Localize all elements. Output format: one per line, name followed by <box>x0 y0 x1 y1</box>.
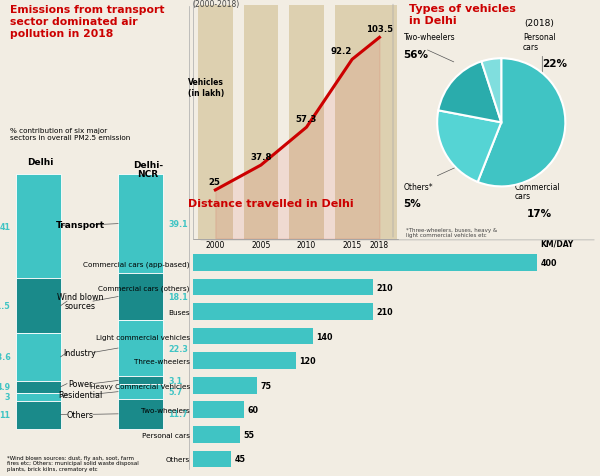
Bar <box>193 402 244 418</box>
Text: Transport: Transport <box>55 221 104 230</box>
Text: 18.1: 18.1 <box>168 292 188 301</box>
Text: Emissions from transport
sector dominated air
pollution in 2018: Emissions from transport sector dominate… <box>10 5 165 39</box>
Bar <box>198 6 233 239</box>
Text: (2018): (2018) <box>525 19 554 28</box>
Text: 56%: 56% <box>404 50 428 60</box>
Text: Vehicles
(in lakh): Vehicles (in lakh) <box>188 78 224 98</box>
Bar <box>244 6 278 239</box>
Text: 41: 41 <box>0 222 10 231</box>
Text: 17%: 17% <box>527 208 552 218</box>
Text: 3.1: 3.1 <box>168 376 182 385</box>
Bar <box>16 381 61 393</box>
Bar <box>193 279 373 296</box>
Text: *Three-wheelers, buses, heavy &
light commercial vehicles etc: *Three-wheelers, buses, heavy & light co… <box>406 227 497 238</box>
Text: 60: 60 <box>248 406 259 415</box>
Text: Commercial
cars: Commercial cars <box>515 182 560 201</box>
Text: Two-wheelers: Two-wheelers <box>404 33 455 42</box>
Bar <box>118 377 163 385</box>
Text: 39.1: 39.1 <box>168 219 188 228</box>
Bar <box>193 451 231 467</box>
Bar <box>16 401 61 429</box>
Text: 45: 45 <box>235 455 246 464</box>
Bar <box>118 274 163 320</box>
Text: 18.6: 18.6 <box>0 353 10 362</box>
Bar <box>118 385 163 399</box>
Text: 5.7: 5.7 <box>168 387 182 397</box>
Text: 3: 3 <box>5 393 10 402</box>
Text: Others: Others <box>67 410 94 419</box>
Text: Industry: Industry <box>64 348 97 357</box>
Text: (2000-2018): (2000-2018) <box>193 0 240 9</box>
Bar <box>193 426 240 443</box>
Text: 103.5: 103.5 <box>366 25 393 34</box>
Text: 11.7: 11.7 <box>168 409 188 418</box>
Text: Delhi-
NCR: Delhi- NCR <box>133 160 163 179</box>
Bar <box>335 6 370 239</box>
Bar <box>193 377 257 394</box>
Text: 140: 140 <box>316 332 333 341</box>
Text: % contribution of six major
sectors in overall PM2.5 emission: % contribution of six major sectors in o… <box>10 127 131 140</box>
Text: 210: 210 <box>377 283 394 292</box>
Bar <box>289 6 324 239</box>
Text: Distance travelled in Delhi: Distance travelled in Delhi <box>188 198 354 208</box>
Text: 37.8: 37.8 <box>250 153 272 162</box>
Text: Wind blown
sources: Wind blown sources <box>57 292 103 311</box>
Bar <box>193 255 537 271</box>
Text: 120: 120 <box>299 357 316 366</box>
Text: Personal
cars: Personal cars <box>523 33 556 52</box>
Text: 92.2: 92.2 <box>331 47 352 56</box>
Text: 5%: 5% <box>404 199 421 209</box>
Text: 22%: 22% <box>542 59 567 69</box>
Text: 4.9: 4.9 <box>0 383 10 391</box>
Text: 400: 400 <box>540 258 557 268</box>
Bar <box>193 304 373 320</box>
Text: *Wind blown sources: dust, fly ash, soot, farm
fires etc; Others: municipal soli: *Wind blown sources: dust, fly ash, soot… <box>7 455 139 471</box>
Bar <box>193 328 313 345</box>
Text: Others*: Others* <box>404 182 433 191</box>
Text: Power: Power <box>68 379 92 388</box>
Text: Residential: Residential <box>58 390 102 399</box>
Text: 22.3: 22.3 <box>168 344 188 353</box>
Bar <box>362 6 397 239</box>
Text: KM/DAY: KM/DAY <box>540 239 574 248</box>
Text: 25: 25 <box>208 178 220 187</box>
Text: 57.3: 57.3 <box>296 115 317 124</box>
Bar <box>193 353 296 369</box>
Text: 210: 210 <box>377 307 394 317</box>
Bar <box>16 393 61 401</box>
Bar <box>118 399 163 429</box>
Text: Delhi: Delhi <box>27 158 53 167</box>
Text: 55: 55 <box>244 430 254 439</box>
Text: 75: 75 <box>260 381 272 390</box>
Text: 11: 11 <box>0 410 10 419</box>
Text: Types of vehicles
in Delhi: Types of vehicles in Delhi <box>409 3 516 26</box>
Text: 21.5: 21.5 <box>0 302 10 310</box>
